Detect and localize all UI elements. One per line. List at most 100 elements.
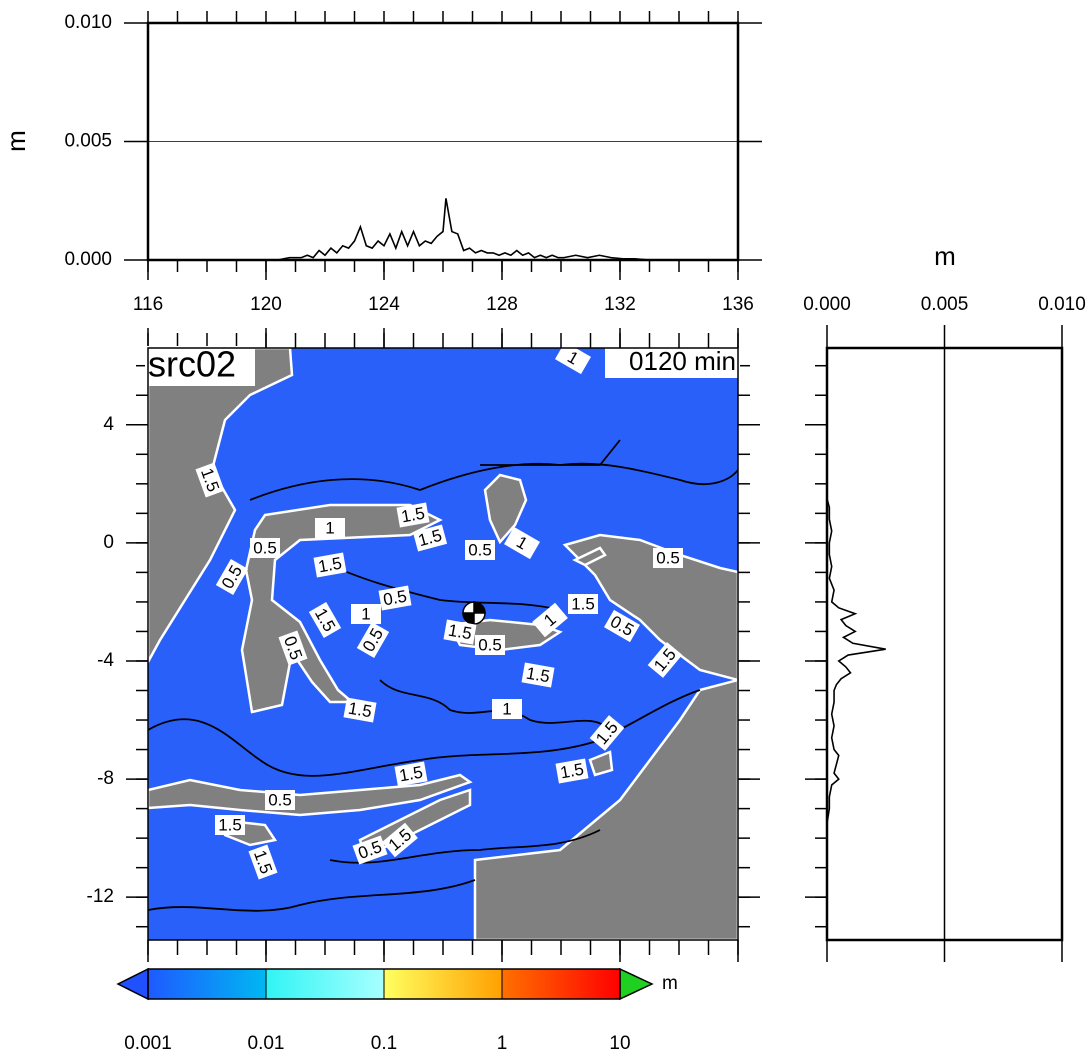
x-tick-label: 136 [722,294,754,315]
contour-label-box [352,835,388,865]
contour-label-text: 1.5 [218,815,242,834]
contour-label-box [356,622,390,658]
contour-label-text: 1.5 [347,699,374,722]
contour-label-box [443,619,477,645]
colorbar-over [619,967,654,1001]
contour-label: 0.5 [475,635,505,655]
contour-label: 0.5 [653,548,683,568]
x-tick-label: 120 [250,294,282,315]
contour-label: 1.5 [443,619,477,645]
contour-label: 1.5 [555,758,589,784]
contour-label-text: 0.5 [268,790,292,809]
data-line [826,498,886,824]
contour-label-box [195,462,225,498]
contour-label-text: 1.5 [525,664,552,687]
contour-label-box [378,585,412,611]
contour-label-text: 0.5 [382,587,409,610]
contour-label-text: 1.5 [559,760,586,783]
y-tick-label: 4 [103,414,114,435]
contour-label-text: 1.5 [571,594,595,613]
contour-label: 1.5 [215,815,245,835]
x-tick-label: 0.010 [1038,294,1086,315]
x-tick-label: 132 [604,294,636,315]
y-tick-label: -4 [97,650,114,671]
contour-label: 1 [315,518,345,538]
contour-label-box [492,699,522,719]
contour-label-box [568,594,598,614]
x-tick-label: 116 [133,294,163,315]
contour-label: 1.5 [394,761,428,787]
subtitle-box [605,348,740,378]
contour-label: 1 [555,341,591,375]
beachball [462,601,486,625]
contour-label-box [604,609,640,643]
contour-label-box [265,790,295,810]
colorbar-tick-label: 10 [609,1033,630,1054]
contour-label: 0.5 [215,559,249,595]
colorbar-under [116,967,149,1001]
y-tick-label: 0.010 [64,12,112,33]
contour-label: 0.5 [250,538,280,558]
colorbar-segment [148,969,267,999]
y-axis-label: m [1,130,31,152]
x-tick-label: 124 [368,294,400,315]
colorbar-tick-label: 0.01 [248,1033,285,1054]
contour-label-text: 1.5 [400,504,427,527]
map-subtitle: 0120 min [629,346,736,376]
contour-label-box [647,642,683,678]
contour-label-text: 0.5 [656,548,680,567]
contour-label-text: 1 [361,604,370,623]
contour-label: 1.5 [412,524,448,552]
contour-label: 1 [532,602,568,638]
contour-label-text: 1.5 [447,621,474,644]
contour-label: 1 [492,699,522,719]
contour-label-box [351,604,381,624]
contour-label: 1.5 [568,594,598,614]
contour-label: 1.5 [396,502,430,528]
map-title: src02 [148,344,236,385]
contour-label-box [521,662,555,688]
contour-label-box [589,715,625,751]
contour-label: 1 [504,526,540,560]
y-tick-label: -8 [97,768,114,789]
x-tick-label: 0.005 [921,294,969,315]
land [148,348,738,940]
contour-label-box [215,815,245,835]
contour-label: 0.5 [278,630,308,666]
y-tick-label: 0.000 [64,249,112,270]
contour-label-text: 0.5 [478,635,502,654]
contour-label-box [555,758,589,784]
contour-label-text: 1.5 [317,554,344,577]
contour-label-box [504,526,540,560]
contour-label-box [412,524,448,552]
colorbar-tick-label: 0.001 [124,1033,172,1054]
contour-label-box [278,630,308,666]
plot-frame [146,21,740,262]
contour-label-box [555,341,591,375]
contour-label-box [315,518,345,538]
contour-label-box [396,502,430,528]
contour-label: 0.5 [265,790,295,810]
contour-label-box [308,602,342,638]
contour-label-box [215,559,249,595]
y-tick-label: 0 [103,532,114,553]
colorbar-label: m [662,973,678,994]
colorbar-tick-label: 1 [497,1033,508,1054]
title-box [145,346,255,386]
contour-label-box [382,822,418,858]
contour-label-box [475,635,505,655]
colorbar-tick-label: 0.1 [371,1033,397,1054]
plot-frame [825,346,1064,942]
colorbar-segment [266,969,385,999]
contour-label-box [343,697,377,723]
contour-label-box [532,602,568,638]
map-frame [147,347,739,941]
data-line [277,198,650,261]
contour-label: 0.5 [465,540,495,560]
x-axis-label: m [934,241,956,271]
colorbar-segment [384,969,503,999]
contour-label-box [250,538,280,558]
contour-label-text: 1.5 [398,763,425,786]
contour-label-box [394,761,428,787]
